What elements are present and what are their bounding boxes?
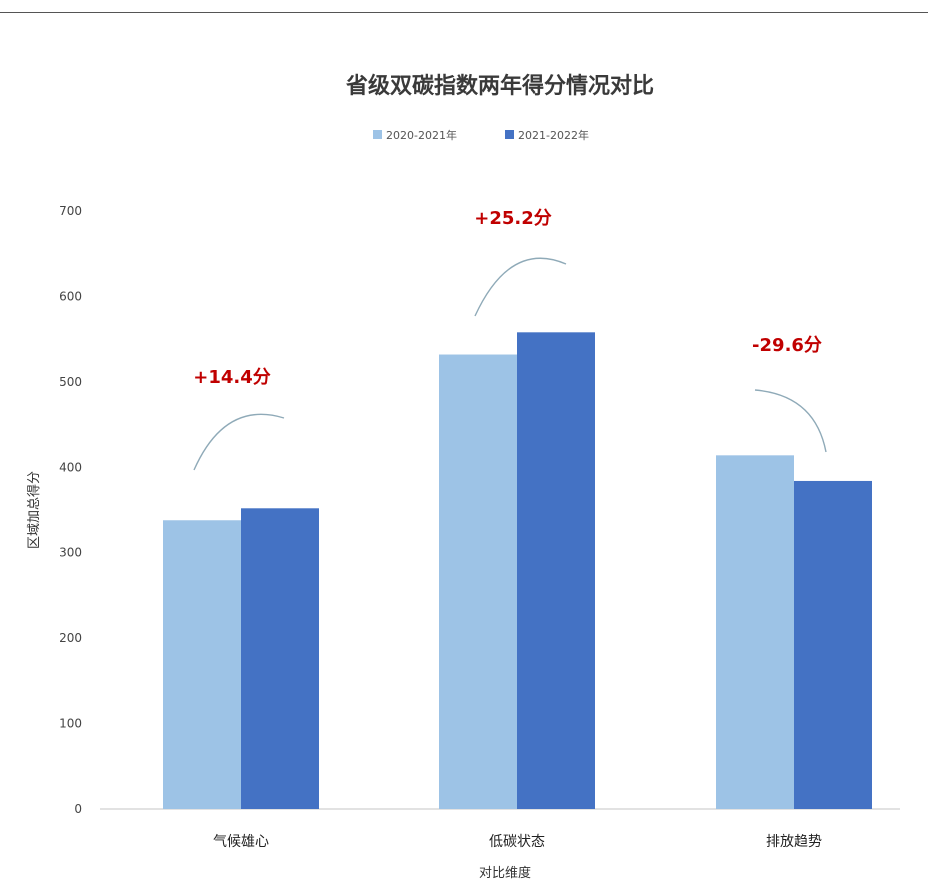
annotation-arcs — [193, 257, 827, 471]
x-category-label: 气候雄心 — [213, 834, 269, 850]
y-tick-label: 400 — [59, 460, 82, 474]
y-tick-label: 600 — [59, 289, 82, 303]
legend-label-series-2: 2021-2022年 — [518, 128, 589, 142]
y-tick-label: 500 — [59, 375, 82, 389]
y-tick-label: 200 — [59, 631, 82, 645]
y-axis-title: 区域加总得分 — [26, 471, 42, 549]
bar-series-1-1 — [163, 520, 241, 809]
y-tick-label: 100 — [59, 717, 82, 731]
bar-series-2-2 — [517, 332, 595, 809]
annotation-arc — [754, 389, 827, 453]
legend-swatch-series-2 — [505, 130, 514, 139]
bar-series-2-3 — [794, 480, 872, 809]
legend: 2020-2021年 2021-2022年 — [373, 128, 589, 142]
x-axis-categories: 气候雄心 低碳状态 排放趋势 — [213, 834, 822, 850]
x-category-label: 排放趋势 — [766, 834, 822, 850]
top-divider-line — [0, 12, 928, 13]
legend-swatch-series-1 — [373, 130, 382, 139]
y-axis-ticks: 0 100 200 300 400 500 600 700 — [59, 204, 82, 816]
legend-label-series-1: 2020-2021年 — [386, 128, 457, 142]
x-category-label: 低碳状态 — [489, 834, 545, 850]
x-axis-title: 对比维度 — [479, 865, 531, 881]
chart-title: 省级双碳指数两年得分情况对比 — [345, 73, 654, 99]
y-tick-label: 300 — [59, 546, 82, 560]
annotation-arc — [193, 413, 285, 471]
bar-series-1-3 — [716, 455, 794, 809]
annotation-label: +14.4分 — [193, 367, 271, 388]
bar-series-1-2 — [439, 354, 517, 809]
bar-series-2-1 — [241, 508, 319, 809]
annotations: +14.4分 +25.2分 -29.6分 — [193, 208, 822, 388]
annotation-label: +25.2分 — [474, 208, 552, 229]
annotation-label: -29.6分 — [752, 335, 822, 356]
bars — [163, 332, 872, 809]
y-tick-label: 700 — [59, 204, 82, 218]
annotation-arc — [474, 257, 567, 317]
y-tick-label: 0 — [74, 802, 82, 816]
